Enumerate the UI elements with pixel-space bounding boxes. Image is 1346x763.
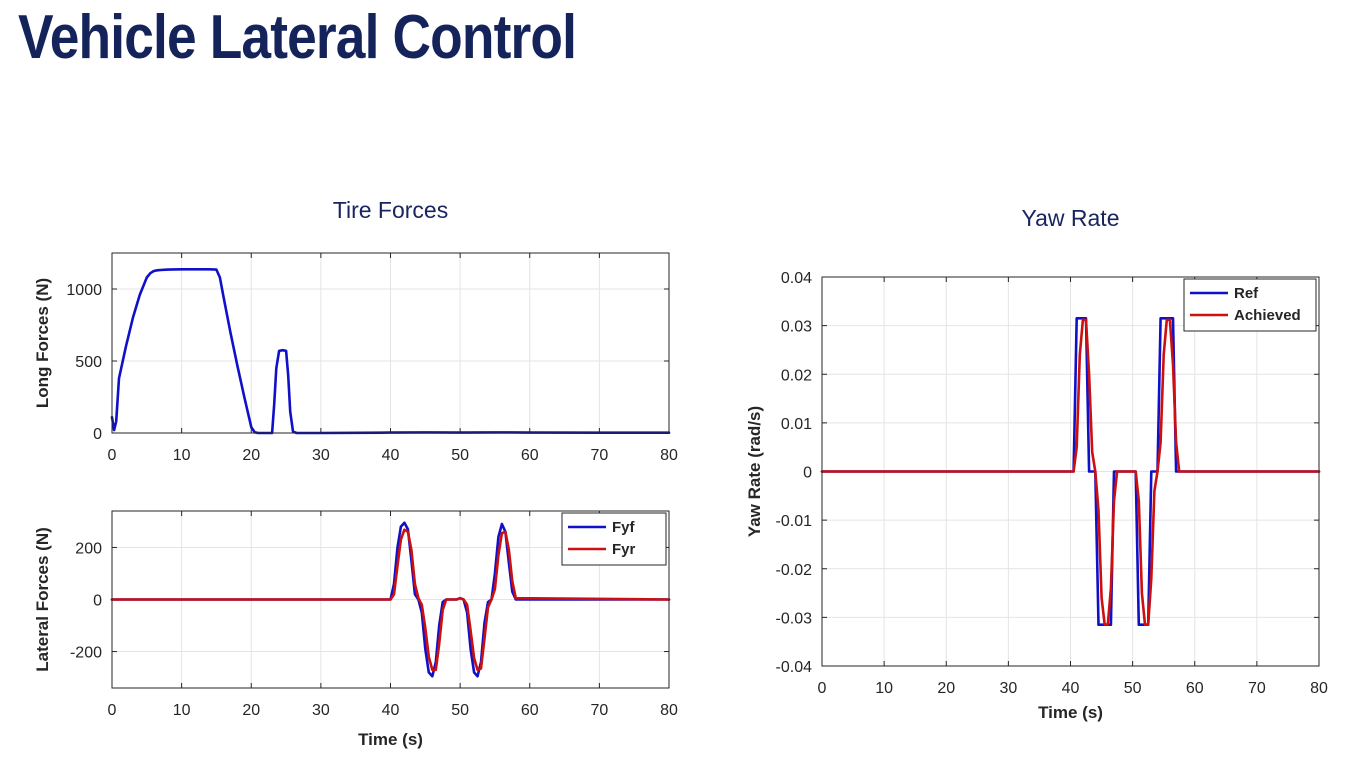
x-tick-label: 40 <box>382 447 400 464</box>
axes-box <box>111 510 670 689</box>
x-tick-label: 30 <box>312 702 330 719</box>
legend-box <box>1183 278 1317 332</box>
y-tick-label: -0.04 <box>776 659 813 676</box>
y-tick-label: 1000 <box>66 282 102 299</box>
y-tick-label: 0 <box>803 465 812 482</box>
x-tick-label: 70 <box>1248 680 1266 697</box>
x-tick-label: 10 <box>173 702 191 719</box>
y-axis-label: Long Forces (N) <box>33 278 52 408</box>
y-tick-label: 0 <box>93 426 102 443</box>
x-tick-label: 80 <box>660 702 678 719</box>
legend-label: Fyr <box>612 541 636 558</box>
legend-label: Fyf <box>612 519 636 536</box>
x-tick-label: 40 <box>382 702 400 719</box>
y-tick-label: -0.01 <box>776 513 813 530</box>
x-tick-label: 60 <box>521 447 539 464</box>
legend-box <box>561 512 667 566</box>
x-axis-label: Time (s) <box>358 730 423 749</box>
x-tick-label: 70 <box>590 447 608 464</box>
chart-title: Yaw Rate <box>1021 205 1119 231</box>
y-tick-label: 0.03 <box>781 319 812 336</box>
axes-box <box>111 252 670 434</box>
x-tick-label: 30 <box>999 680 1017 697</box>
legend-label: Achieved <box>1234 307 1301 324</box>
x-tick-label: 60 <box>521 702 539 719</box>
y-tick-label: 500 <box>75 354 102 371</box>
x-axis-label: Time (s) <box>1038 703 1103 722</box>
chart-yaw-rate: 0 10 20 30 40 50 60 70 80 -0.04 -0.03 -0.02 -0.01 0 0.… <box>745 205 1328 722</box>
chart-lateral-forces: 0 10 20 30 40 50 60 70 80 -200 0 200 Lateral Forces … <box>33 510 678 749</box>
x-tick-label: 60 <box>1186 680 1204 697</box>
x-tick-label: 20 <box>937 680 955 697</box>
x-tick-label: 40 <box>1062 680 1080 697</box>
chart-title: Tire Forces <box>333 197 448 223</box>
chart-long-forces: 0 10 20 30 40 50 60 70 80 0 500 1000 Tire Forces Long… <box>33 197 678 464</box>
y-tick-label: 0.02 <box>781 367 812 384</box>
x-tick-label: 80 <box>660 447 678 464</box>
y-tick-label: -200 <box>70 645 102 662</box>
legend: Fyf Fyr <box>561 512 667 566</box>
y-tick-label: 200 <box>75 540 102 557</box>
x-tick-label: 50 <box>451 702 469 719</box>
x-tick-label: 20 <box>242 702 260 719</box>
x-tick-label: 10 <box>173 447 191 464</box>
y-tick-label: 0 <box>93 593 102 610</box>
y-tick-label: -0.03 <box>776 610 813 627</box>
y-axis-label: Yaw Rate (rad/s) <box>745 406 764 537</box>
x-tick-label: 50 <box>1124 680 1142 697</box>
y-axis-label: Lateral Forces (N) <box>33 527 52 672</box>
x-tick-label: 0 <box>108 447 117 464</box>
x-tick-label: 30 <box>312 447 330 464</box>
legend: Ref Achieved <box>1183 278 1317 332</box>
x-tick-label: 70 <box>590 702 608 719</box>
x-tick-label: 80 <box>1310 680 1328 697</box>
x-tick-label: 0 <box>108 702 117 719</box>
axes-box <box>821 276 1320 667</box>
series-line-fyr <box>110 528 671 672</box>
y-tick-label: 0.01 <box>781 416 812 433</box>
legend-label: Ref <box>1234 285 1259 302</box>
x-tick-label: 50 <box>451 447 469 464</box>
y-tick-label: -0.02 <box>776 562 813 579</box>
series-line-achieved <box>820 318 1321 627</box>
x-tick-label: 10 <box>875 680 893 697</box>
x-tick-label: 20 <box>242 447 260 464</box>
slide-title: Vehicle Lateral Control <box>18 3 577 72</box>
y-tick-label: 0.04 <box>781 270 812 287</box>
x-tick-label: 0 <box>818 680 827 697</box>
